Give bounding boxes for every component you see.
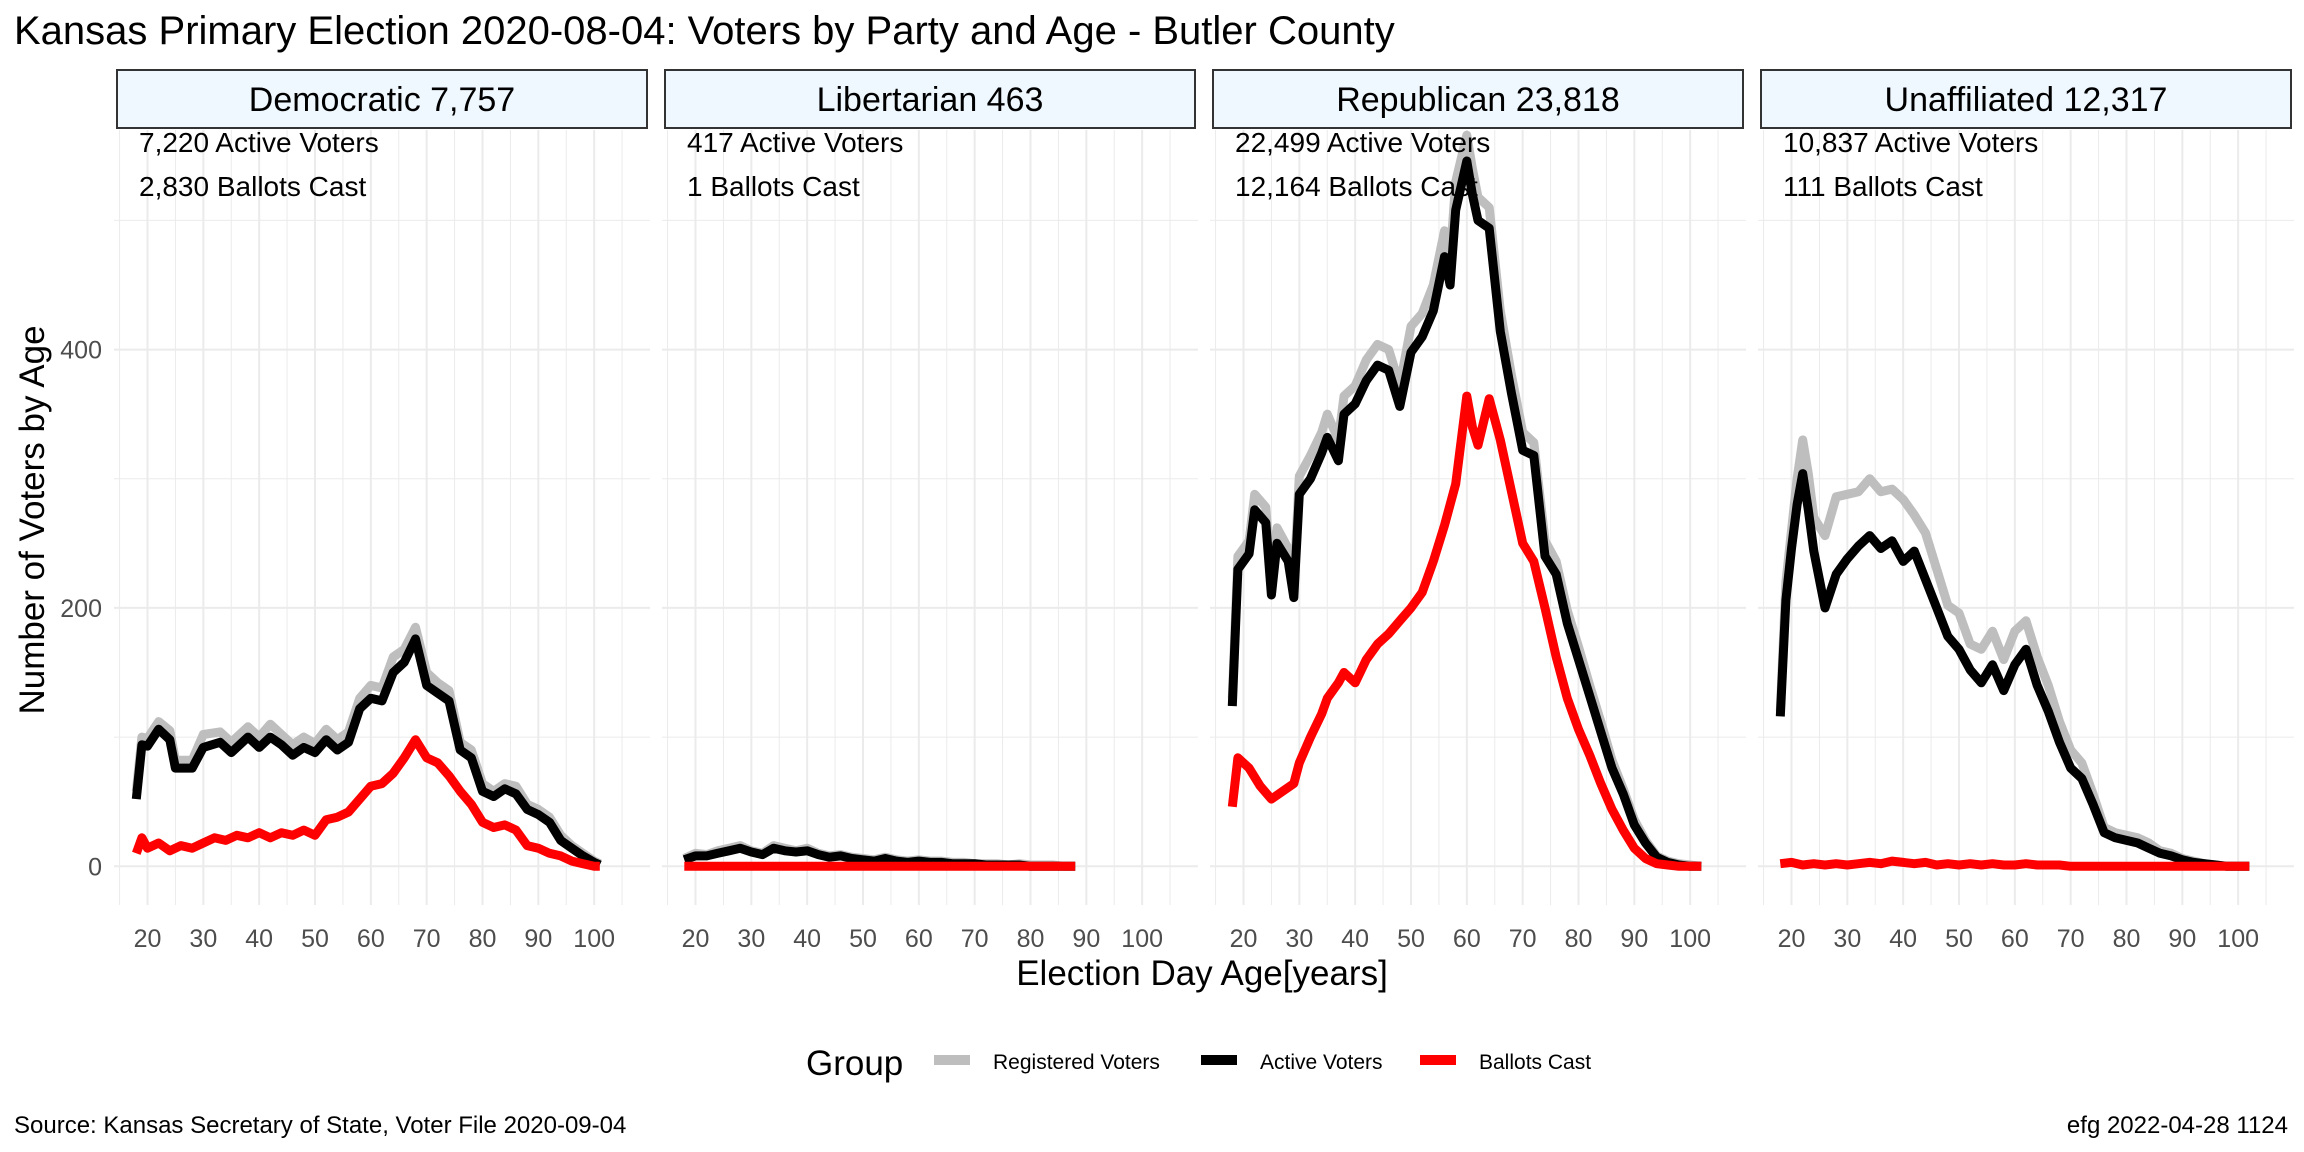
ballots-cast-annotation: 1 Ballots Cast xyxy=(687,171,860,202)
legend-key-registered xyxy=(934,1055,970,1065)
x-tick-label: 60 xyxy=(2001,925,2029,953)
ballots-cast-annotation: 111 Ballots Cast xyxy=(1783,171,1983,202)
active-voters-annotation: 22,499 Active Voters xyxy=(1235,127,1490,158)
series-line-active xyxy=(131,634,602,870)
x-tick-label: 50 xyxy=(1397,925,1425,953)
strip-label: Republican 23,818 xyxy=(1336,81,1620,119)
x-tick-label: 80 xyxy=(469,925,497,953)
x-tick-label: 20 xyxy=(1230,925,1258,953)
legend-key-active xyxy=(1201,1055,1237,1065)
strip-header xyxy=(664,69,1196,129)
y-tick-label: 0 xyxy=(88,853,102,881)
x-tick-label: 60 xyxy=(1453,925,1481,953)
facet-panels: 20 30 40 50 60 70 80 90 100 Democratic 7,757 7,220… xyxy=(114,69,2294,953)
x-tick-label: 90 xyxy=(1072,925,1100,953)
x-tick-label: 20 xyxy=(682,925,710,953)
x-tick-label: 70 xyxy=(413,925,441,953)
x-tick-label: 100 xyxy=(573,925,615,953)
x-tick-label: 100 xyxy=(1669,925,1711,953)
series-line-active xyxy=(1775,469,2250,871)
x-tick-label: 50 xyxy=(849,925,877,953)
x-tick-label: 40 xyxy=(245,925,273,953)
active-voters-annotation: 417 Active Voters xyxy=(687,127,903,158)
x-tick-label: 70 xyxy=(2057,925,2085,953)
x-tick-label: 80 xyxy=(1017,925,1045,953)
strip-label: Unaffiliated 12,317 xyxy=(1885,81,2168,119)
x-tick-label: 90 xyxy=(1620,925,1648,953)
chart-title: Kansas Primary Election 2020-08-04: Vote… xyxy=(14,9,1395,53)
x-tick-label: 90 xyxy=(2168,925,2196,953)
strip-header xyxy=(1760,69,2292,129)
x-tick-label: 40 xyxy=(1889,925,1917,953)
x-tick-label: 70 xyxy=(1509,925,1537,953)
y-axis-label: Number of Voters by Age xyxy=(13,325,52,714)
active-voters-annotation: 10,837 Active Voters xyxy=(1783,127,2038,158)
x-tick-label: 30 xyxy=(1285,925,1313,953)
series-line-active xyxy=(1227,156,1702,871)
legend-label-registered: Registered Voters xyxy=(993,1051,1160,1074)
ballots-cast-annotation: 2,830 Ballots Cast xyxy=(139,171,366,202)
panel-2: 20 30 40 50 60 70 80 90 100 Libertarian 463 417 Ac… xyxy=(662,69,1198,953)
y-tick-label: 200 xyxy=(60,595,102,623)
x-tick-label: 70 xyxy=(961,925,989,953)
x-tick-label: 100 xyxy=(1121,925,1163,953)
x-tick-label: 30 xyxy=(737,925,765,953)
series-line-ballots xyxy=(132,735,600,871)
x-tick-label: 40 xyxy=(1341,925,1369,953)
panel-3: 20 30 40 50 60 70 80 90 100 Republican 23,818 22,4… xyxy=(1210,69,1746,953)
x-tick-label: 30 xyxy=(189,925,217,953)
source-caption: Source: Kansas Secretary of State, Voter… xyxy=(14,1112,626,1139)
x-tick-label: 50 xyxy=(301,925,329,953)
legend-key-ballots xyxy=(1420,1055,1456,1065)
strip-label: Democratic 7,757 xyxy=(249,81,515,119)
x-tick-label: 80 xyxy=(1565,925,1593,953)
series-line-ballots xyxy=(1779,856,2250,871)
x-tick-label: 90 xyxy=(524,925,552,953)
x-tick-label: 40 xyxy=(793,925,821,953)
panel-4: 20 30 40 50 60 70 80 90 100 Unaffiliated 12,317 10… xyxy=(1758,69,2294,953)
x-tick-label: 50 xyxy=(1945,925,1973,953)
x-tick-label: 20 xyxy=(1778,925,1806,953)
panel-1: 20 30 40 50 60 70 80 90 100 Democratic 7,757 7,220… xyxy=(114,69,650,953)
x-tick-label: 60 xyxy=(357,925,385,953)
legend: Group Registered Voters Active Voters Ba… xyxy=(806,1044,1591,1083)
credit-caption: efg 2022-04-28 1124 xyxy=(2067,1112,2288,1139)
x-tick-label: 30 xyxy=(1833,925,1861,953)
legend-title: Group xyxy=(806,1044,903,1083)
strip-label: Libertarian 463 xyxy=(817,81,1044,119)
strip-header xyxy=(1212,69,1744,129)
x-tick-label: 80 xyxy=(2113,925,2141,953)
strip-header xyxy=(116,69,648,129)
series-line-ballots xyxy=(1227,391,1702,871)
x-tick-label: 60 xyxy=(905,925,933,953)
y-axis: 0 200 400 xyxy=(60,337,102,882)
x-tick-label: 20 xyxy=(134,925,162,953)
legend-label-ballots: Ballots Cast xyxy=(1479,1051,1591,1074)
active-voters-annotation: 7,220 Active Voters xyxy=(139,127,379,158)
x-tick-label: 100 xyxy=(2217,925,2259,953)
x-axis-label: Election Day Age[years] xyxy=(1016,954,1388,993)
ballots-cast-annotation: 12,164 Ballots Cast xyxy=(1235,171,1478,202)
legend-label-active: Active Voters xyxy=(1260,1051,1383,1074)
y-tick-label: 400 xyxy=(60,337,102,365)
